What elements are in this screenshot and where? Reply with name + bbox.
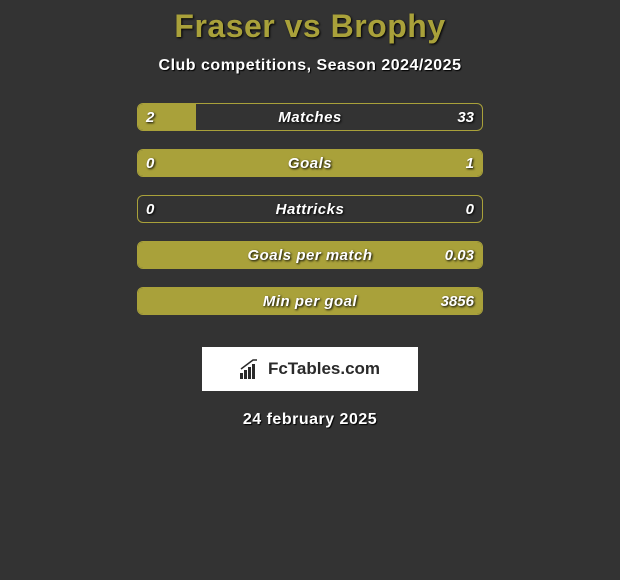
bar-label: Matches — [138, 104, 482, 130]
logo-text: FcTables.com — [268, 359, 380, 379]
stat-bar: 00Hattricks — [137, 195, 483, 223]
stat-bar: 3856Min per goal — [137, 287, 483, 315]
bar-label: Goals per match — [138, 242, 482, 268]
stat-row: 233Matches — [137, 103, 483, 131]
page-title: Fraser vs Brophy — [174, 8, 445, 45]
bars-host: 233Matches 01Goals 00Hattricks 0.03Goals pe… — [137, 103, 483, 333]
date-text: 24 february 2025 — [243, 411, 377, 429]
stats-container: Fraser vs Brophy Club competitions, Seas… — [0, 0, 620, 429]
stat-bar: 233Matches — [137, 103, 483, 131]
logo-box[interactable]: FcTables.com — [202, 347, 418, 391]
stat-row: 00Hattricks — [137, 195, 483, 223]
stat-row: 0.03Goals per match — [137, 241, 483, 269]
stat-bar: 01Goals — [137, 149, 483, 177]
chart-icon — [240, 359, 262, 379]
bar-label: Min per goal — [138, 288, 482, 314]
page-subtitle: Club competitions, Season 2024/2025 — [159, 57, 462, 75]
stat-row: 01Goals — [137, 149, 483, 177]
bar-label: Goals — [138, 150, 482, 176]
stat-bar: 0.03Goals per match — [137, 241, 483, 269]
stat-row: 3856Min per goal — [137, 287, 483, 315]
bar-label: Hattricks — [138, 196, 482, 222]
